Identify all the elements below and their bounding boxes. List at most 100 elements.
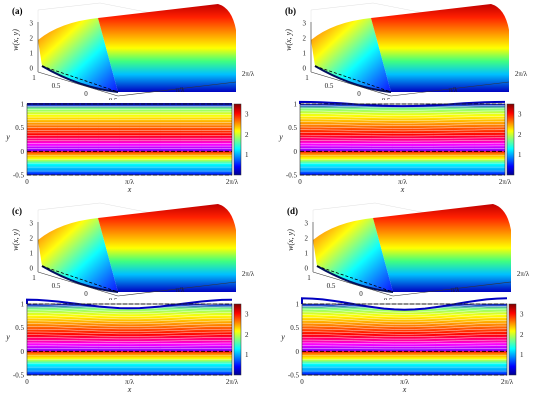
contour-line — [301, 331, 508, 335]
surface-dashed-edge — [316, 265, 394, 293]
surface-bottom-edge — [41, 265, 119, 293]
x-tick-label: π/λ — [449, 86, 458, 94]
surface-front-face — [373, 204, 511, 292]
z-tick-label: 3 — [305, 220, 309, 228]
y-axis — [310, 71, 392, 97]
contour-y-tick-label: 0.5 — [290, 324, 299, 332]
contour-line — [299, 115, 506, 119]
surface-front-face — [371, 4, 509, 92]
z-tick-label: 3 — [30, 20, 34, 28]
contour-line — [26, 328, 232, 332]
contour-y-tick-label: -0.5 — [13, 372, 25, 380]
colorbar-gradient — [233, 103, 242, 176]
x-axis — [117, 81, 237, 97]
contour-line — [301, 342, 507, 345]
z-axis-label: w(x, y) — [284, 29, 293, 51]
contour-plot: 10.50-0.5y0 π/λ 2π/λx — [5, 298, 239, 394]
contour-x-axis-label: x — [402, 385, 407, 394]
z-tick-label: 3 — [303, 20, 307, 28]
contour-x-tick-label: 2π/λ — [226, 178, 239, 186]
colorbar: 1 2 3 — [508, 303, 524, 376]
z-tick-label: 0 — [30, 265, 34, 273]
z-tick-label: 1 — [30, 50, 34, 58]
panel-label: (a) — [12, 6, 23, 16]
contour-line — [26, 331, 233, 335]
y-tick-label: 1 — [32, 74, 36, 82]
x-tick-label: 2π/λ — [242, 70, 255, 78]
contour-frame — [26, 303, 233, 376]
contour-x-tick-label: 0 — [25, 378, 29, 386]
contour-line — [301, 345, 507, 347]
y-axis — [37, 71, 119, 97]
colorbar-tick-label: 2 — [245, 331, 249, 339]
colorbar-tick-label: 1 — [520, 351, 524, 359]
contour-line — [26, 317, 233, 322]
contour-plot: 10.50-0.5y0 π/λ 2π/λx — [5, 100, 239, 194]
y-tick-label: 0 — [84, 290, 88, 298]
contour-line — [26, 337, 232, 340]
x-tick-label: π/λ — [176, 86, 185, 94]
contour-line — [301, 305, 508, 313]
z-tick-label: 0 — [30, 65, 34, 73]
contour-line — [299, 110, 506, 114]
contour-y-tick-label: -0.5 — [286, 172, 298, 180]
contour-line — [26, 326, 233, 330]
contour-x-tick-label: 0 — [298, 178, 302, 186]
colorbar-tick-label: 3 — [518, 111, 522, 119]
contour-line — [301, 320, 508, 325]
contour-y-tick-label: 1 — [21, 101, 25, 109]
colorbar-tick-label: 3 — [520, 311, 524, 319]
contour-line — [299, 124, 506, 126]
contour-line — [26, 323, 233, 327]
z-tick-label: 2 — [30, 235, 34, 243]
contour-line — [301, 328, 508, 333]
contour-line — [26, 312, 233, 317]
panel-label: (d) — [287, 206, 298, 216]
contour-y-axis-label: y — [280, 333, 285, 342]
contour-y-tick-label: 1 — [296, 301, 300, 309]
colorbar-tick-label: 3 — [245, 311, 249, 319]
colorbar: 1 2 3 — [233, 103, 249, 176]
contour-line — [299, 134, 506, 137]
colorbar: 1 2 3 — [506, 103, 522, 176]
y-tick-label: 0 — [357, 90, 361, 98]
contour-x-tick-label: 0 — [300, 378, 304, 386]
colorbar: 1 2 3 — [233, 303, 249, 376]
contour-line — [301, 311, 508, 318]
contour-line — [299, 113, 506, 116]
z-tick-label: 1 — [30, 250, 34, 258]
y-tick-label: 0.5 — [325, 82, 334, 90]
contour-line — [301, 322, 508, 328]
contour-line — [301, 339, 507, 342]
z-axis-label: w(x, y) — [11, 29, 20, 51]
contour-line — [26, 309, 233, 315]
contour-frame — [301, 303, 508, 376]
contour-line — [299, 137, 505, 139]
surface-dashed-edge — [41, 65, 119, 93]
x-axis — [117, 281, 237, 297]
contour-x-tick-label: 0 — [25, 178, 29, 186]
contour-x-axis-label: x — [127, 185, 132, 194]
contour-line — [299, 107, 506, 111]
contour-line — [26, 320, 233, 325]
z-tick-label: 2 — [305, 235, 309, 243]
contour-y-tick-label: -0.5 — [13, 172, 25, 180]
contour-line — [299, 105, 506, 109]
top-mask — [300, 100, 505, 107]
x-axis — [390, 81, 510, 97]
x-tick-label: 2π/λ — [242, 270, 255, 278]
x-axis — [392, 281, 512, 297]
contour-line — [301, 317, 508, 323]
z-tick-label: 0 — [305, 265, 309, 273]
contour-line — [301, 334, 508, 337]
y-axis — [312, 271, 394, 297]
contour-y-tick-label: 0 — [294, 148, 298, 156]
x-tick-label: π/λ — [451, 286, 460, 294]
colorbar-tick-label: 2 — [518, 131, 522, 139]
colorbar-gradient — [506, 103, 515, 176]
top-boundary — [301, 297, 508, 311]
contour-line — [299, 118, 506, 121]
